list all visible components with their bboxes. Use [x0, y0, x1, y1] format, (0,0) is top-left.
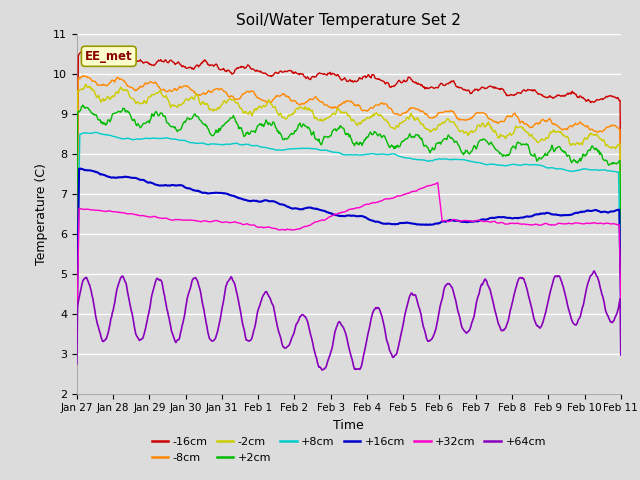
Y-axis label: Temperature (C): Temperature (C): [35, 163, 47, 264]
Text: EE_met: EE_met: [85, 50, 132, 63]
Legend: -16cm, -8cm, -2cm, +2cm, +8cm, +16cm, +32cm, +64cm: -16cm, -8cm, -2cm, +2cm, +8cm, +16cm, +3…: [147, 433, 550, 467]
X-axis label: Time: Time: [333, 419, 364, 432]
Title: Soil/Water Temperature Set 2: Soil/Water Temperature Set 2: [236, 13, 461, 28]
